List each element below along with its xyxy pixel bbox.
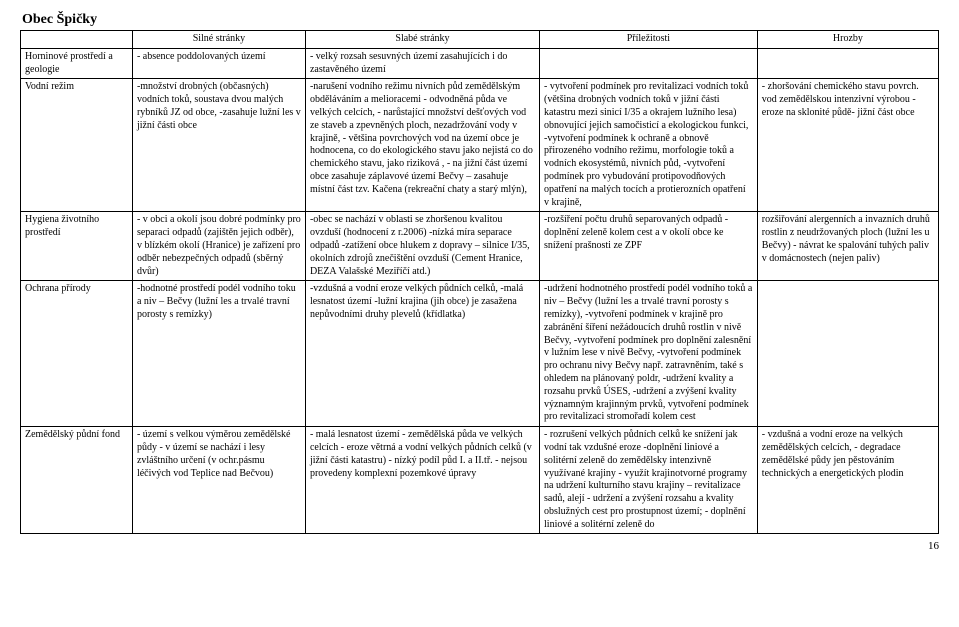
table-row: Hygiena životního prostředí - v obci a o… xyxy=(21,212,939,281)
cell-aspect: Vodní režim xyxy=(21,79,133,212)
cell-aspect: Ochrana přírody xyxy=(21,281,133,427)
cell-threat xyxy=(757,281,938,427)
cell-strong: -hodnotné prostředí podél vodního toku a… xyxy=(132,281,305,427)
cell-opp: - vytvoření podmínek pro revitalizaci vo… xyxy=(540,79,758,212)
cell-weak: - malá lesnatost území - zemědělská půda… xyxy=(305,427,539,534)
header-aspect xyxy=(21,31,133,49)
table-row: Vodní režim -množství drobných (občasnýc… xyxy=(21,79,939,212)
page-number: 16 xyxy=(0,534,959,552)
cell-opp: -rozšíření počtu druhů separovaných odpa… xyxy=(540,212,758,281)
cell-aspect: Horninové prostředí a geologie xyxy=(21,48,133,79)
header-threat: Hrozby xyxy=(757,31,938,49)
cell-weak: -obec se nachází v oblasti se zhoršenou … xyxy=(305,212,539,281)
cell-threat xyxy=(757,48,938,79)
cell-weak: - velký rozsah sesuvných území zasahujíc… xyxy=(305,48,539,79)
cell-threat: rozšiřování alergenních a invazních druh… xyxy=(757,212,938,281)
cell-opp xyxy=(540,48,758,79)
cell-strong: -množství drobných (občasných) vodních t… xyxy=(132,79,305,212)
cell-strong: - absence poddolovaných území xyxy=(132,48,305,79)
header-strong: Silné stránky xyxy=(132,31,305,49)
cell-aspect: Zemědělský půdní fond xyxy=(21,427,133,534)
cell-opp: - rozrušení velkých půdních celků ke sní… xyxy=(540,427,758,534)
table-row: Ochrana přírody -hodnotné prostředí podé… xyxy=(21,281,939,427)
table-header-row: Silné stránky Slabé stránky Příležitosti… xyxy=(21,31,939,49)
cell-aspect: Hygiena životního prostředí xyxy=(21,212,133,281)
page-title: Obec Špičky xyxy=(22,12,939,28)
table-row: Zemědělský půdní fond - území s velkou v… xyxy=(21,427,939,534)
cell-strong: - v obci a okolí jsou dobré podmínky pro… xyxy=(132,212,305,281)
cell-strong: - území s velkou výměrou zemědělské půdy… xyxy=(132,427,305,534)
cell-threat: - vzdušná a vodní eroze na velkých zeměd… xyxy=(757,427,938,534)
cell-weak: -narušení vodního režimu nivních půd zem… xyxy=(305,79,539,212)
header-opp: Příležitosti xyxy=(540,31,758,49)
swot-table: Silné stránky Slabé stránky Příležitosti… xyxy=(20,30,939,534)
cell-weak: -vzdušná a vodní eroze velkých půdních c… xyxy=(305,281,539,427)
header-weak: Slabé stránky xyxy=(305,31,539,49)
cell-opp: -udržení hodnotného prostředí podél vodn… xyxy=(540,281,758,427)
cell-threat: - zhoršování chemického stavu povrch. vo… xyxy=(757,79,938,212)
table-row: Horninové prostředí a geologie - absence… xyxy=(21,48,939,79)
